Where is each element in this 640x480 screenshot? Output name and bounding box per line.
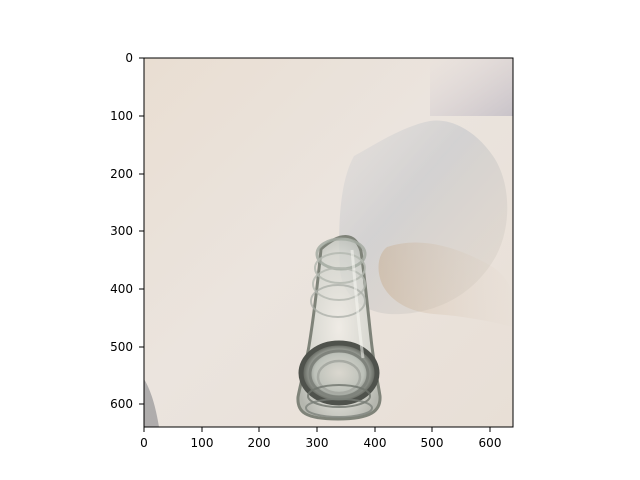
x-tick-label-500: 500: [421, 436, 444, 450]
x-tick-label-200: 200: [248, 436, 271, 450]
amber-shadow: [378, 242, 512, 327]
x-axis: 0 100 200 300 400 500 600: [140, 427, 501, 450]
y-tick-label-500: 500: [110, 340, 133, 354]
y-axis: 0 100 200 300 400 500 600: [110, 51, 144, 411]
bottle-lower-band-2: [305, 398, 373, 418]
photo-area: [144, 58, 513, 427]
x-tick-label-100: 100: [191, 436, 214, 450]
x-tick-label-300: 300: [306, 436, 329, 450]
bottle-rim-core: [316, 359, 362, 395]
y-tick-label-100: 100: [110, 109, 133, 123]
y-tick-label-0: 0: [125, 51, 133, 65]
bottom-left-object: [144, 379, 159, 427]
bottle-rim-inner: [308, 349, 370, 399]
bottle-highlight: [350, 249, 365, 359]
glass-bottle: [296, 235, 382, 421]
y-tick-label-300: 300: [110, 224, 133, 238]
upper-ring-3: [312, 267, 366, 301]
x-tick-label-400: 400: [364, 436, 387, 450]
y-tick-label-400: 400: [110, 282, 133, 296]
x-tick-label-600: 600: [479, 436, 502, 450]
upper-ring-2: [314, 252, 366, 284]
x-tick-label-0: 0: [140, 436, 148, 450]
top-right-shade: [430, 58, 513, 116]
y-tick-label-600: 600: [110, 397, 133, 411]
image-frame: [143, 57, 514, 428]
y-tick-label-200: 200: [110, 167, 133, 181]
upper-ring-4: [310, 284, 366, 318]
bottle-lower-band-1: [307, 384, 371, 408]
